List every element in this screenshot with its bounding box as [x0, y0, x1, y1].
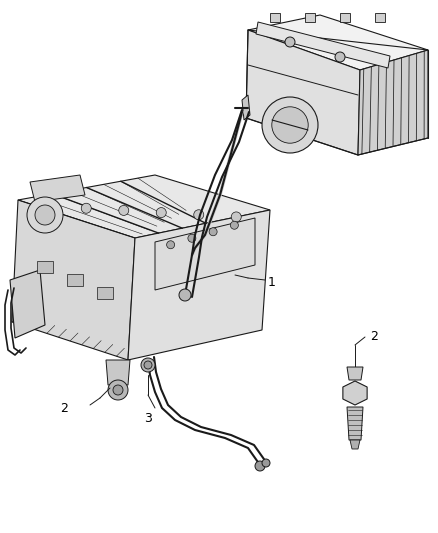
Circle shape [231, 212, 241, 222]
Circle shape [166, 241, 175, 249]
Polygon shape [128, 210, 270, 360]
Polygon shape [97, 287, 113, 300]
Text: 3: 3 [144, 411, 152, 424]
Circle shape [285, 37, 295, 47]
Circle shape [262, 459, 270, 467]
Polygon shape [30, 175, 85, 202]
Circle shape [144, 361, 152, 369]
Polygon shape [347, 367, 363, 380]
Circle shape [27, 197, 63, 233]
Circle shape [156, 207, 166, 217]
Circle shape [44, 201, 54, 211]
Polygon shape [10, 270, 45, 338]
Polygon shape [347, 407, 363, 440]
Circle shape [141, 358, 155, 372]
Polygon shape [340, 13, 350, 22]
Circle shape [119, 205, 129, 215]
Polygon shape [18, 175, 270, 238]
Text: 2: 2 [60, 401, 68, 415]
Polygon shape [67, 274, 83, 286]
Polygon shape [305, 13, 315, 22]
Polygon shape [246, 30, 360, 155]
Polygon shape [358, 50, 428, 155]
Polygon shape [270, 13, 280, 22]
Circle shape [209, 228, 217, 236]
Circle shape [272, 107, 308, 143]
Polygon shape [256, 22, 390, 68]
Circle shape [335, 52, 345, 62]
Circle shape [255, 461, 265, 471]
Polygon shape [350, 440, 360, 449]
Text: 2: 2 [370, 330, 378, 343]
Circle shape [81, 203, 91, 213]
Circle shape [108, 380, 128, 400]
Polygon shape [343, 381, 367, 405]
Circle shape [188, 234, 196, 243]
Circle shape [179, 289, 191, 301]
Polygon shape [248, 15, 428, 70]
Circle shape [35, 205, 55, 225]
Circle shape [194, 210, 204, 220]
Polygon shape [155, 218, 255, 290]
Polygon shape [242, 95, 250, 120]
Polygon shape [12, 200, 135, 360]
Polygon shape [375, 13, 385, 22]
Text: 1: 1 [268, 276, 276, 288]
Circle shape [113, 385, 123, 395]
Circle shape [262, 97, 318, 153]
Circle shape [230, 221, 238, 229]
Polygon shape [37, 261, 53, 273]
Polygon shape [106, 360, 130, 385]
